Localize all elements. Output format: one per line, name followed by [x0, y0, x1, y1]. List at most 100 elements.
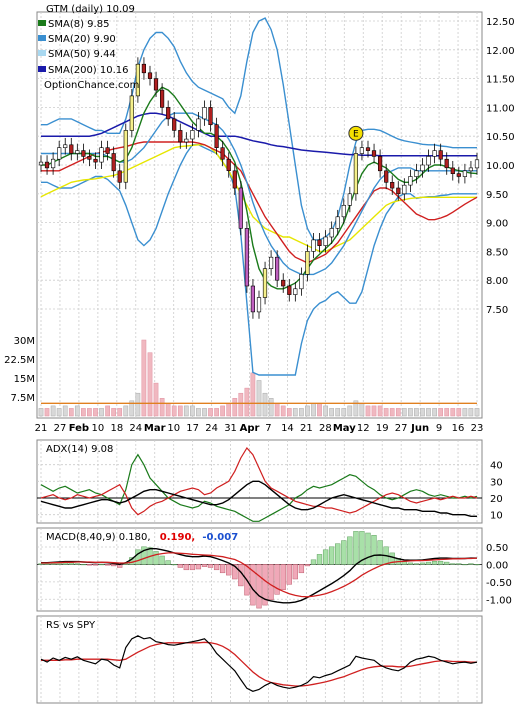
volume-bar	[232, 398, 238, 417]
candle-body	[57, 147, 62, 160]
x-tick-label: 7	[265, 423, 271, 434]
candle-body	[262, 268, 268, 298]
macd-histogram-bar	[68, 562, 74, 565]
volume-bar	[196, 408, 201, 417]
volume-bar	[311, 403, 316, 417]
adx-line	[40, 480, 477, 517]
volume-y-tick-label: 7.5M	[10, 393, 35, 404]
volume-bar	[99, 408, 104, 417]
volume-bar	[347, 405, 353, 417]
macd-histogram-bar	[135, 549, 141, 565]
candle-body	[371, 150, 377, 157]
volume-bar	[359, 403, 365, 417]
macd-histogram-bar	[268, 564, 274, 600]
macd-histogram-bar	[171, 564, 177, 566]
candle-body	[190, 130, 195, 140]
macd-histogram-bar	[328, 546, 335, 565]
price-y-tick-label: 10.00	[486, 161, 515, 172]
volume-bar	[450, 408, 456, 417]
volume-bar	[329, 408, 334, 417]
macd-histogram-bar	[316, 554, 323, 565]
macd-histogram-bar	[80, 564, 87, 566]
volume-bar	[341, 408, 347, 417]
candle-body	[166, 107, 171, 120]
macd-histogram-bar	[341, 540, 347, 565]
volume-bar	[177, 405, 183, 417]
macd-histogram-bar	[468, 563, 474, 565]
candle-body	[75, 150, 80, 154]
macd-histogram-bar	[165, 560, 171, 565]
candle-body	[414, 170, 419, 177]
macd-panel: 0.50 0.00 -0.50 -1.00 MACD(8,40,9) 0.180, 0…	[36, 527, 512, 612]
volume-bar	[135, 392, 141, 417]
volume-bar	[56, 408, 62, 417]
x-tick-label: 23	[471, 423, 484, 434]
price-y-tick-label: 10.50	[486, 132, 515, 143]
volume-bar	[468, 408, 474, 417]
volume-bar	[444, 408, 450, 417]
x-tick-label: Feb	[69, 423, 89, 434]
candle-body	[317, 239, 322, 246]
macd-histogram-bar	[177, 564, 183, 568]
macd-histogram-bar	[444, 561, 450, 565]
macd-histogram-bar	[219, 564, 226, 574]
macd-histogram-bar	[437, 561, 444, 565]
macd-histogram-bar	[256, 564, 262, 609]
candle-body	[178, 130, 183, 143]
x-tick-label: Jun	[410, 423, 429, 434]
chart-title: GTM (daily) 10.09	[46, 4, 135, 15]
price-panel-frame	[36, 11, 483, 419]
x-tick-label: 10	[92, 423, 105, 434]
adx-minus-di-line	[40, 446, 478, 516]
x-tick-label: 17	[186, 423, 199, 434]
candle-body	[274, 256, 280, 281]
volume-bar	[238, 392, 244, 417]
candle-body	[281, 279, 286, 287]
volume-bar	[141, 339, 147, 417]
volume-bar	[438, 408, 443, 417]
macd-histogram-bar	[201, 564, 208, 567]
macd-histogram-bar	[141, 546, 147, 565]
volume-bar	[371, 405, 377, 417]
candle-body	[256, 297, 262, 313]
volume-bar	[244, 387, 250, 417]
earnings-marker: E	[348, 125, 364, 141]
macd-histogram-bar	[407, 562, 414, 565]
adx-y-tick-label: 40	[490, 461, 503, 472]
volume-bar	[129, 400, 135, 417]
volume-bar	[250, 372, 256, 417]
macd-histogram-bar	[189, 564, 196, 571]
candle-body	[305, 251, 310, 275]
volume-y-tick-label: 22.5M	[4, 355, 35, 366]
candle-body	[450, 167, 455, 174]
volume-bar	[50, 405, 56, 417]
candle-body	[172, 118, 177, 131]
legend-swatch-sma200	[38, 66, 46, 72]
candle-body	[250, 285, 256, 313]
x-tick-label: May	[333, 423, 356, 434]
rs-line	[40, 635, 478, 692]
macd-histogram-bar	[419, 562, 426, 565]
volume-bar	[262, 392, 268, 417]
candle-body	[93, 158, 98, 163]
legend: SMA(8) 9.85 SMA(20) 9.90 SMA(50) 9.44 SM…	[38, 19, 139, 91]
price-y-tick-label: 12.50	[486, 17, 515, 28]
volume-bar	[353, 400, 359, 417]
volume-bar	[214, 408, 219, 417]
volume-y-axis: 30M 22.5M 15M 7.5M	[4, 336, 35, 404]
volume-bar	[335, 408, 341, 417]
volume-bar	[274, 403, 280, 417]
sma200-line	[41, 112, 477, 157]
volume-bar	[420, 408, 425, 417]
price-y-axis: 7.50 8.00 8.50 9.00 9.50 10.00 10.50 11.00 11.50…	[486, 17, 515, 316]
candle-body	[184, 138, 189, 143]
candle-body	[456, 173, 461, 177]
macd-histogram-bar	[450, 563, 456, 565]
candle-body	[81, 150, 86, 157]
volume-bar	[377, 405, 383, 417]
x-tick-label: 21	[35, 423, 48, 434]
macd-label: MACD(8,40,9) 0.180, 0.190, -0.007	[46, 532, 238, 543]
x-tick-label: 31	[224, 423, 237, 434]
macd-histogram-bar	[456, 563, 462, 565]
macd-y-tick-label: 0.50	[486, 543, 508, 554]
